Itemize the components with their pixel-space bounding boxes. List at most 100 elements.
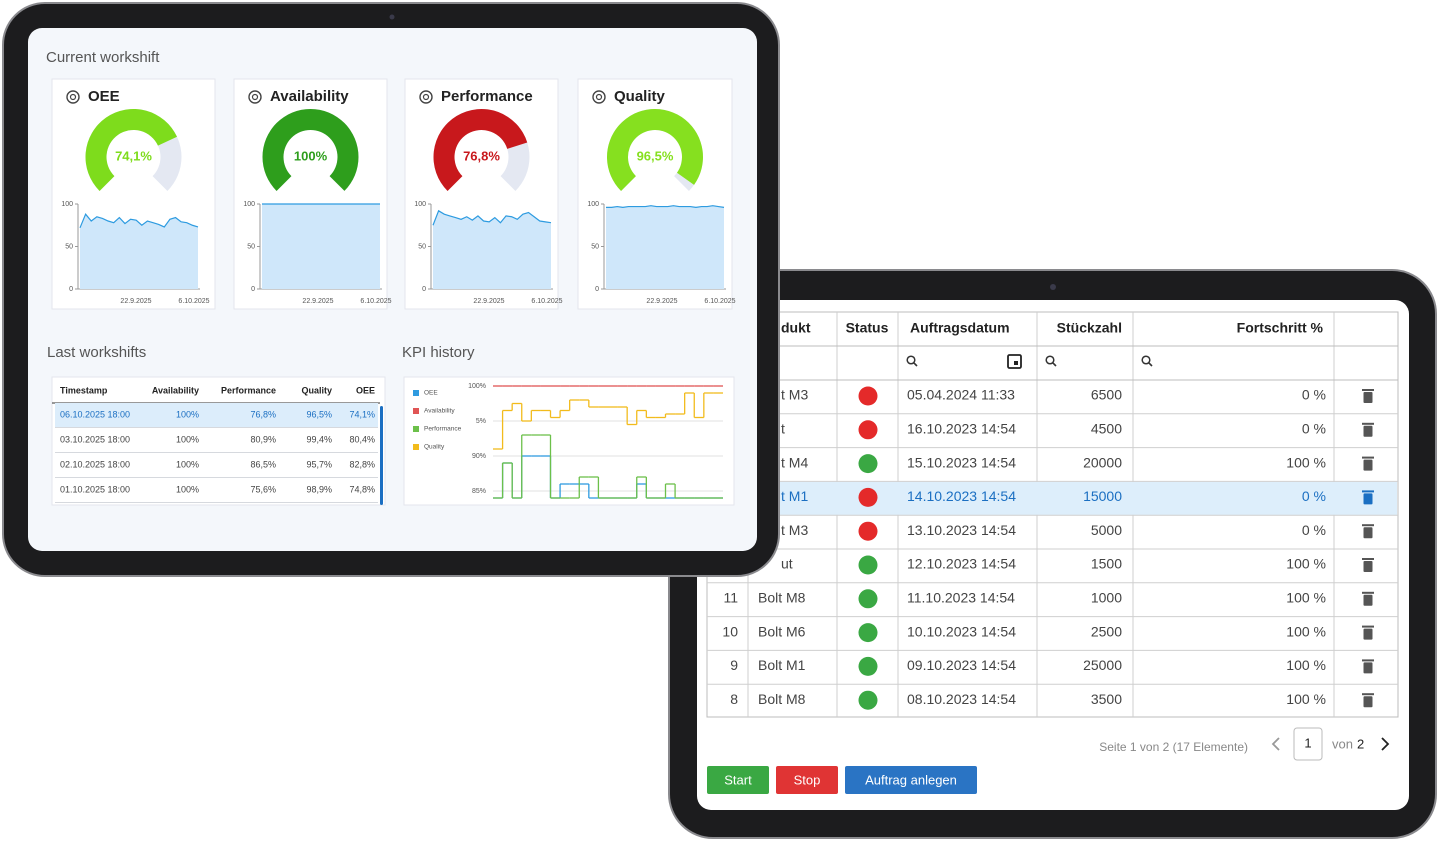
delete-icon[interactable] xyxy=(1362,389,1374,391)
column-header: Availability xyxy=(152,385,199,395)
kpi-card: Performance 76,8% 0 50 100 22.9.2025 6.10.2025 xyxy=(404,78,563,310)
status-indicator xyxy=(858,487,878,507)
button-label[interactable]: Start xyxy=(724,772,752,787)
gauge-label: 96,5% xyxy=(637,148,674,163)
search-icon xyxy=(906,355,916,365)
delete-icon[interactable] xyxy=(1362,625,1374,628)
y-tick-label: 85% xyxy=(472,488,486,495)
delete-icon[interactable] xyxy=(1362,490,1374,493)
sparkline-area xyxy=(262,204,380,289)
status-indicator xyxy=(858,690,878,710)
table-cell: 95,7% xyxy=(306,459,332,469)
table-bg xyxy=(51,376,386,506)
gauge-value xyxy=(607,109,703,191)
quantity: 20000 xyxy=(1083,454,1122,470)
row-id: 10 xyxy=(722,623,738,639)
section-title: Current workshift xyxy=(46,49,160,66)
button[interactable] xyxy=(845,766,977,794)
delete-icon[interactable] xyxy=(1362,456,1374,459)
table-cell: 74,1% xyxy=(349,409,375,419)
card-title: Availability xyxy=(270,88,349,105)
table-cell: 75,6% xyxy=(250,484,276,494)
quantity: 1000 xyxy=(1091,590,1122,606)
table-cell: 76,8% xyxy=(250,409,276,419)
y-tick-label: 100% xyxy=(468,383,486,390)
delete-icon[interactable] xyxy=(1363,493,1373,505)
prev-page[interactable] xyxy=(1271,737,1280,751)
product: t M4 xyxy=(781,454,808,470)
delete-icon[interactable] xyxy=(1363,527,1373,539)
legend-swatch xyxy=(413,408,419,414)
x-tick-label: 22.9.2025 xyxy=(646,298,677,305)
delete-icon[interactable] xyxy=(1362,693,1374,696)
gauge-label: 100% xyxy=(294,148,328,163)
delete-icon[interactable] xyxy=(1363,628,1373,640)
x-tick-label: 22.9.2025 xyxy=(302,298,333,305)
table-cell: 100% xyxy=(176,434,199,444)
quantity: 6500 xyxy=(1091,387,1122,403)
x-tick-label: 22.9.2025 xyxy=(473,298,504,305)
delete-icon[interactable] xyxy=(1362,659,1374,662)
page-input[interactable] xyxy=(1293,727,1323,761)
delete-icon[interactable] xyxy=(1363,662,1373,674)
sparkline xyxy=(432,209,552,226)
quantity: 15000 xyxy=(1083,488,1122,504)
quantity: 5000 xyxy=(1091,522,1122,538)
order-date: 09.10.2023 14:54 xyxy=(907,657,1016,673)
column-header: Performance xyxy=(221,385,276,395)
y-tick-label: 50 xyxy=(65,243,73,250)
table-cell: 98,9% xyxy=(306,484,332,494)
next-page[interactable] xyxy=(1381,737,1390,751)
column-header: dukt xyxy=(781,320,811,336)
search-icon xyxy=(1045,355,1055,365)
delete-icon[interactable] xyxy=(1363,392,1373,403)
delete-icon[interactable] xyxy=(1363,696,1373,708)
delete-icon[interactable] xyxy=(1362,422,1374,425)
x-tick-label: 6.10.2025 xyxy=(360,298,391,305)
table-cell: 100% xyxy=(176,459,199,469)
scrollbar xyxy=(380,406,383,505)
delete-icon[interactable] xyxy=(1362,591,1374,594)
progress: 0 % xyxy=(1302,421,1326,437)
sparkline-area xyxy=(80,214,198,289)
button[interactable] xyxy=(776,766,838,794)
button-label[interactable]: Stop xyxy=(794,772,821,787)
delete-icon[interactable] xyxy=(1363,459,1373,471)
delete-icon[interactable] xyxy=(1362,558,1374,560)
column-header: Stückzahl xyxy=(1057,320,1122,336)
y-tick-label: 90% xyxy=(472,453,486,460)
card-title: Quality xyxy=(614,88,666,105)
status-indicator xyxy=(858,589,878,609)
delete-icon[interactable] xyxy=(1363,425,1373,437)
order-date: 12.10.2023 14:54 xyxy=(907,556,1016,572)
progress: 100 % xyxy=(1286,657,1326,673)
delete-icon[interactable] xyxy=(1363,561,1373,572)
button[interactable] xyxy=(707,766,769,794)
delete-icon[interactable] xyxy=(1362,524,1374,527)
order-date: 10.10.2023 14:54 xyxy=(907,623,1016,639)
product: Bolt M8 xyxy=(758,691,806,707)
button-label[interactable]: Auftrag anlegen xyxy=(865,772,957,787)
column-header: Quality xyxy=(301,385,332,395)
status-indicator xyxy=(858,656,878,676)
progress: 0 % xyxy=(1302,488,1326,504)
delete-icon[interactable] xyxy=(1363,594,1373,606)
product: Bolt M8 xyxy=(758,590,806,606)
page-total: 2 xyxy=(1357,736,1364,751)
table-cell: 100% xyxy=(176,409,199,419)
status-indicator xyxy=(858,386,878,406)
progress: 0 % xyxy=(1302,522,1326,538)
column-header: Auftragsdatum xyxy=(910,320,1010,336)
y-tick-label: 100 xyxy=(587,201,599,208)
status-indicator xyxy=(858,454,878,474)
table-cell: 99,4% xyxy=(306,434,332,444)
legend-swatch xyxy=(413,444,419,450)
row-highlight xyxy=(708,481,1397,515)
product: Bolt M1 xyxy=(758,657,806,673)
gauge-label: 76,8% xyxy=(463,148,500,163)
table-cell: 86,5% xyxy=(250,459,276,469)
search-icon xyxy=(1141,355,1151,365)
card-title: OEE xyxy=(88,88,120,105)
row-id: 11 xyxy=(723,590,738,606)
